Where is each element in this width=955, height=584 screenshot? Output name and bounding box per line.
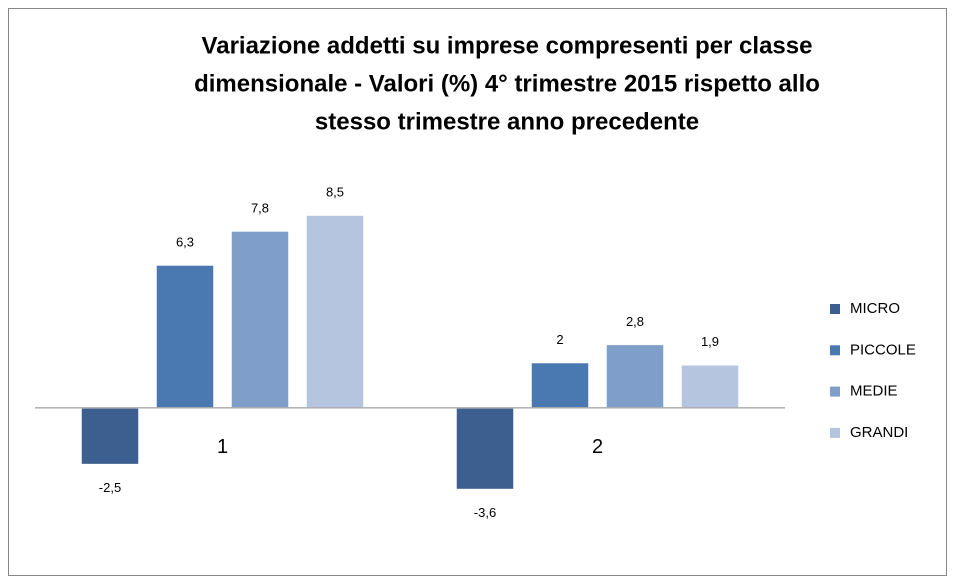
chart-title: dimensionale - Valori (%) 4° trimestre 2… xyxy=(194,70,820,97)
legend-label: PICCOLE xyxy=(850,341,916,358)
bar xyxy=(80,407,140,466)
bar xyxy=(680,364,740,409)
legend-swatch xyxy=(830,304,840,314)
legend-swatch xyxy=(830,345,840,356)
value-label: -2,5 xyxy=(99,480,121,495)
bar xyxy=(305,214,365,409)
bar xyxy=(605,343,665,409)
category-label: 1 xyxy=(217,436,228,458)
legend-swatch xyxy=(830,386,840,397)
bar xyxy=(455,407,515,491)
value-label: 1,9 xyxy=(701,334,719,349)
legend-label: MICRO xyxy=(850,300,900,317)
bar xyxy=(530,361,590,409)
chart-title: stesso trimestre anno precedente xyxy=(315,108,699,135)
category-label: 2 xyxy=(592,436,603,458)
legend-label: GRANDI xyxy=(850,424,908,441)
legend-swatch xyxy=(830,427,840,438)
legend-label: MEDIE xyxy=(850,383,898,400)
bar xyxy=(155,264,215,409)
value-label: 8,5 xyxy=(326,184,344,199)
value-label: -3,6 xyxy=(474,505,496,520)
chart-title: Variazione addetti su imprese compresent… xyxy=(202,32,813,59)
value-label: 2 xyxy=(556,332,563,347)
value-label: 6,3 xyxy=(176,234,194,249)
value-label: 7,8 xyxy=(251,200,269,215)
value-label: 2,8 xyxy=(626,314,644,329)
bar xyxy=(230,230,290,409)
